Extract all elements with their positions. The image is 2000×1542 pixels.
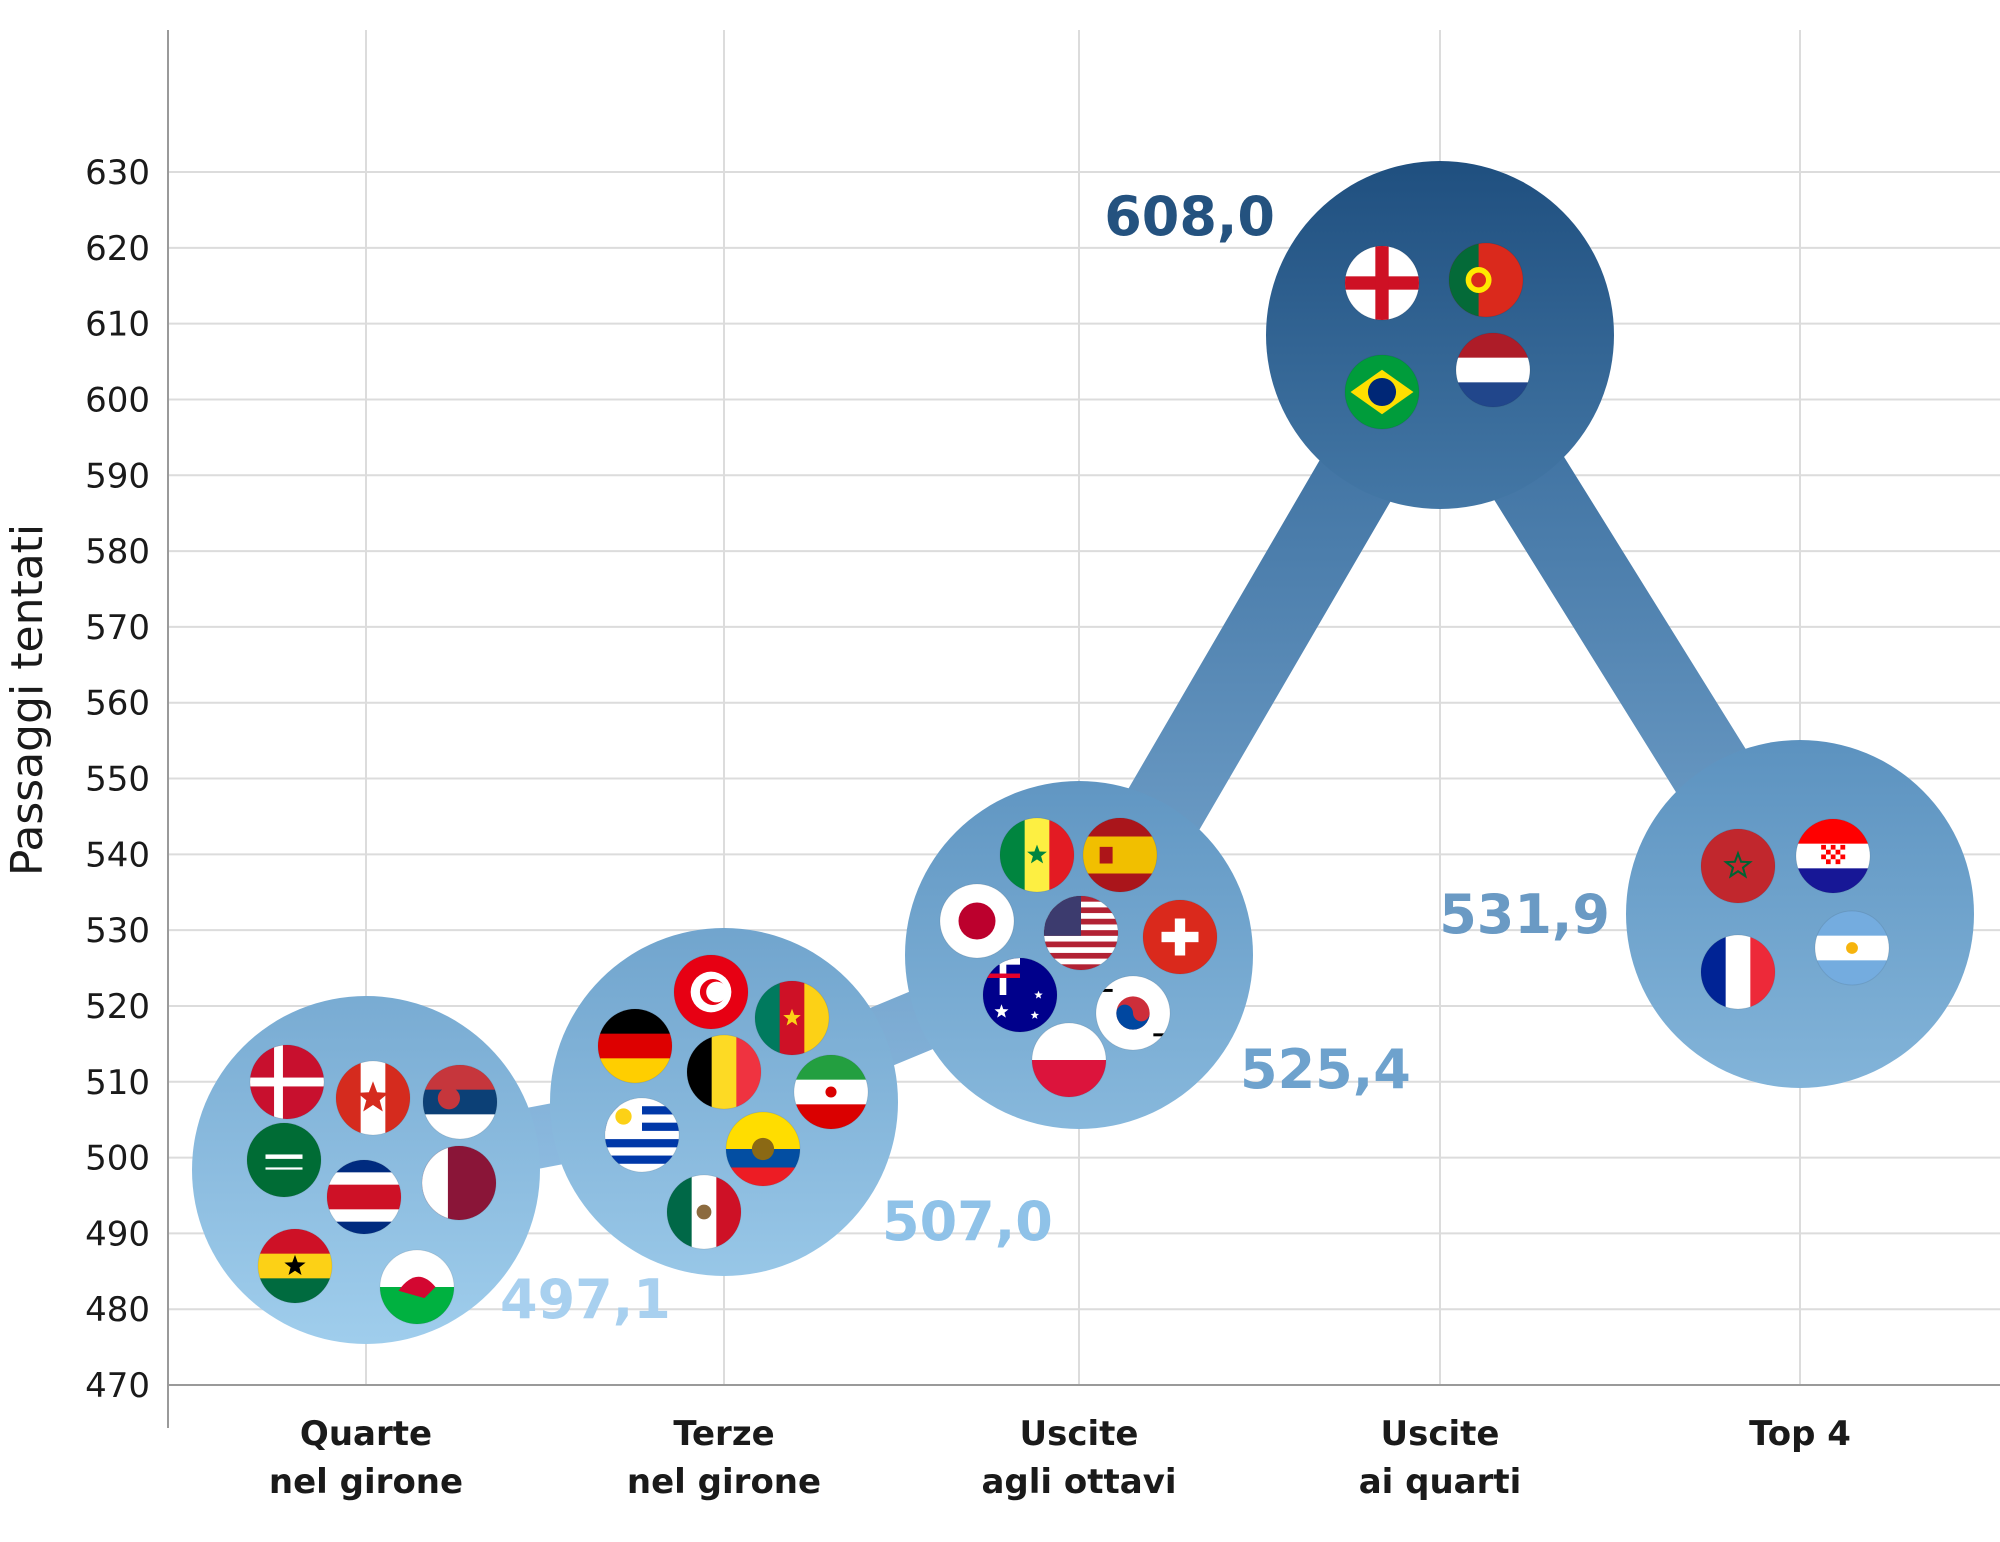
x-tick-label: Top 4 [1749,1414,1851,1454]
value-label: 497,1 [500,1268,671,1331]
flag-usa-icon [1043,895,1119,971]
y-tick-label: 490 [85,1214,150,1254]
value-label: 531,9 [1439,883,1610,946]
flag-japan-icon [939,883,1015,959]
flag-spain-icon [1082,817,1158,893]
y-tick-label: 620 [85,229,150,269]
flag-canada-icon [335,1060,411,1136]
flag-senegal-icon [999,817,1075,893]
y-tick-label: 600 [85,380,150,420]
x-tick-label: agli ottavi [981,1462,1176,1502]
y-tick-label: 500 [85,1139,150,1179]
flag-belgium-icon [686,1034,762,1110]
flag-mexico-icon [666,1174,742,1250]
value-label: 608,0 [1104,185,1275,248]
x-tick-label: Quarte [300,1414,432,1454]
data-point-bubble [1266,161,1614,509]
flag-poland-icon [1031,1022,1107,1098]
axes [167,30,2000,1428]
flag-serbia-icon [422,1064,498,1140]
y-tick-label: 540 [85,835,150,875]
grid-lines [168,30,2000,1386]
y-tick-label: 510 [85,1063,150,1103]
flag-saudi-arabia-icon [246,1122,322,1198]
y-tick-label: 480 [85,1290,150,1330]
flag-brazil-icon [1344,354,1420,430]
flag-qatar-icon [421,1145,497,1221]
y-axis-label: Passaggi tentati [2,524,53,876]
y-tick-label: 580 [85,532,150,572]
y-tick-label: 570 [85,608,150,648]
flag-ghana-icon [257,1228,333,1304]
x-tick-label: ai quarti [1359,1462,1522,1502]
flag-denmark-icon [249,1044,325,1120]
value-label: 525,4 [1240,1038,1411,1101]
flag-wales-icon [379,1249,455,1325]
x-tick-label: nel girone [627,1462,821,1502]
flag-south-korea-icon [1095,975,1171,1051]
flag-morocco-icon [1700,828,1776,904]
flag-netherlands-icon [1455,332,1531,408]
y-tick-label: 610 [85,305,150,345]
tick-labels: 470 480 490 500 510 520 530 540 550 560 570 580 590 6… [85,153,1851,1502]
y-tick-label: 560 [85,684,150,724]
flag-portugal-icon [1448,242,1524,318]
x-tick-label: Uscite [1381,1414,1500,1454]
flag-iran-icon [793,1054,869,1130]
flag-germany-icon [597,1008,673,1084]
value-labels: 497,1 507,0 525,4 608,0 531,9 [500,185,1610,1331]
flag-tunisia-icon [673,954,749,1030]
data-point-bubble [1626,740,1974,1088]
x-tick-label: nel girone [269,1462,463,1502]
y-tick-label: 470 [85,1366,150,1406]
y-tick-label: 530 [85,911,150,951]
flag-argentina-icon [1814,910,1890,986]
value-label: 507,0 [882,1190,1053,1253]
y-tick-label: 590 [85,456,150,496]
flag-cameroon-icon [754,980,830,1056]
y-tick-label: 550 [85,760,150,800]
flag-uruguay-icon [604,1097,680,1173]
y-tick-label: 520 [85,987,150,1027]
x-tick-label: Terze [673,1414,774,1454]
flag-croatia-icon [1795,818,1871,894]
flag-england-icon [1344,245,1420,321]
flag-switzerland-icon [1142,899,1218,975]
flag-france-icon [1700,934,1776,1010]
flag-ecuador-icon [725,1111,801,1187]
x-tick-label: Uscite [1020,1414,1139,1454]
flag-australia-icon [982,957,1058,1033]
flag-costa-rica-icon [326,1159,402,1235]
y-tick-label: 630 [85,153,150,193]
